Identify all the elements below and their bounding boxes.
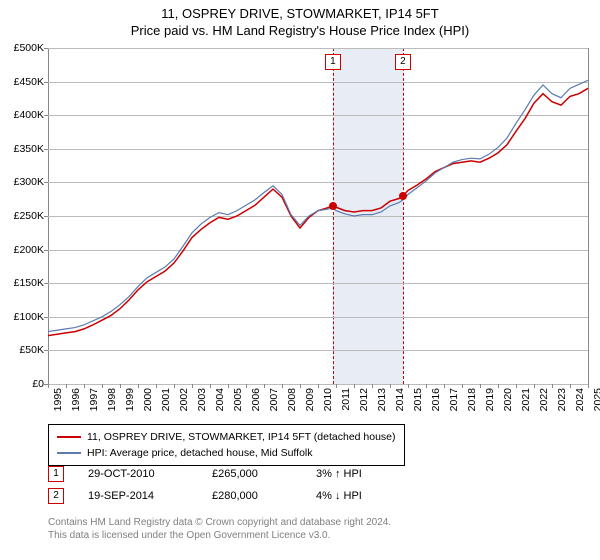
y-tick-label: £50K — [19, 344, 44, 356]
x-tick-label: 2016 — [430, 388, 442, 411]
transaction-row-2: 2 19-SEP-2014 £280,000 4% ↓ HPI — [48, 488, 406, 504]
x-tick-label: 2012 — [358, 388, 370, 411]
attribution-text: Contains HM Land Registry data © Crown c… — [48, 516, 391, 542]
legend-item-hpi: HPI: Average price, detached house, Mid … — [57, 445, 396, 461]
chart-title-address: 11, OSPREY DRIVE, STOWMARKET, IP14 5FT — [0, 6, 600, 21]
x-tick-label: 2004 — [214, 388, 226, 411]
x-tick-label: 1997 — [88, 388, 100, 411]
chart-container: 11, OSPREY DRIVE, STOWMARKET, IP14 5FT P… — [0, 0, 600, 560]
x-tick-label: 2024 — [574, 388, 586, 411]
x-tick-label: 2011 — [340, 388, 352, 411]
transaction-pct-1: 3% ↑ HPI — [316, 468, 406, 480]
x-tick-label: 2017 — [448, 388, 460, 411]
x-tick-label: 1999 — [124, 388, 136, 411]
x-tick-label: 2008 — [286, 388, 298, 411]
x-tick-label: 2023 — [556, 388, 568, 411]
x-tick-label: 2009 — [304, 388, 316, 411]
transaction-marker-dot — [399, 192, 407, 200]
x-tick-label: 2021 — [520, 388, 532, 411]
y-tick-label: £150K — [14, 277, 44, 289]
y-tick-label: £350K — [14, 143, 44, 155]
x-tick-label: 2006 — [250, 388, 262, 411]
x-tick-label: 2022 — [538, 388, 550, 411]
y-tick-label: £400K — [14, 109, 44, 121]
legend-swatch-hpi — [57, 452, 81, 454]
transaction-marker-label: 1 — [325, 54, 341, 70]
x-tick-label: 2020 — [502, 388, 514, 411]
x-tick-label: 2018 — [466, 388, 478, 411]
x-tick-label: 2002 — [178, 388, 190, 411]
legend-item-property: 11, OSPREY DRIVE, STOWMARKET, IP14 5FT (… — [57, 429, 396, 445]
legend-label-hpi: HPI: Average price, detached house, Mid … — [87, 445, 313, 461]
x-tick-label: 2000 — [142, 388, 154, 411]
legend-swatch-property — [57, 436, 81, 438]
transaction-badge-1: 1 — [48, 466, 64, 482]
chart-subtitle: Price paid vs. HM Land Registry's House … — [0, 23, 600, 38]
x-tick-label: 2013 — [376, 388, 388, 411]
transaction-date-2: 19-SEP-2014 — [88, 490, 188, 502]
transaction-date-1: 29-OCT-2010 — [88, 468, 188, 480]
legend: 11, OSPREY DRIVE, STOWMARKET, IP14 5FT (… — [48, 424, 405, 466]
y-tick-label: £300K — [14, 176, 44, 188]
title-block: 11, OSPREY DRIVE, STOWMARKET, IP14 5FT P… — [0, 0, 600, 38]
x-tick-label: 2010 — [322, 388, 334, 411]
x-tick-label: 2007 — [268, 388, 280, 411]
x-tick-label: 2025 — [592, 388, 600, 411]
x-tick-label: 1995 — [52, 388, 64, 411]
x-tick-label: 2019 — [484, 388, 496, 411]
transaction-price-2: £280,000 — [212, 490, 292, 502]
x-tick-label: 1998 — [106, 388, 118, 411]
y-tick-label: £500K — [14, 42, 44, 54]
transaction-price-1: £265,000 — [212, 468, 292, 480]
attribution-line-2: This data is licensed under the Open Gov… — [48, 529, 391, 542]
y-tick-label: £250K — [14, 210, 44, 222]
y-tick-label: £100K — [14, 311, 44, 323]
x-tick-label: 2001 — [160, 388, 172, 411]
x-tick-label: 2015 — [412, 388, 424, 411]
x-tick-label: 2005 — [232, 388, 244, 411]
transaction-table: 1 29-OCT-2010 £265,000 3% ↑ HPI 2 19-SEP… — [48, 466, 406, 510]
line-series — [48, 48, 588, 384]
attribution-line-1: Contains HM Land Registry data © Crown c… — [48, 516, 391, 529]
series-hpi — [48, 80, 588, 331]
y-tick-label: £0 — [32, 378, 44, 390]
transaction-marker-dot — [329, 202, 337, 210]
y-tick-label: £200K — [14, 244, 44, 256]
x-tick-label: 2014 — [394, 388, 406, 411]
transaction-row-1: 1 29-OCT-2010 £265,000 3% ↑ HPI — [48, 466, 406, 482]
transaction-pct-2: 4% ↓ HPI — [316, 490, 406, 502]
x-tick-label: 1996 — [70, 388, 82, 411]
legend-label-property: 11, OSPREY DRIVE, STOWMARKET, IP14 5FT (… — [87, 429, 396, 445]
transaction-marker-label: 2 — [395, 54, 411, 70]
y-tick-label: £450K — [14, 76, 44, 88]
transaction-badge-2: 2 — [48, 488, 64, 504]
x-tick-label: 2003 — [196, 388, 208, 411]
series-property — [48, 88, 588, 335]
